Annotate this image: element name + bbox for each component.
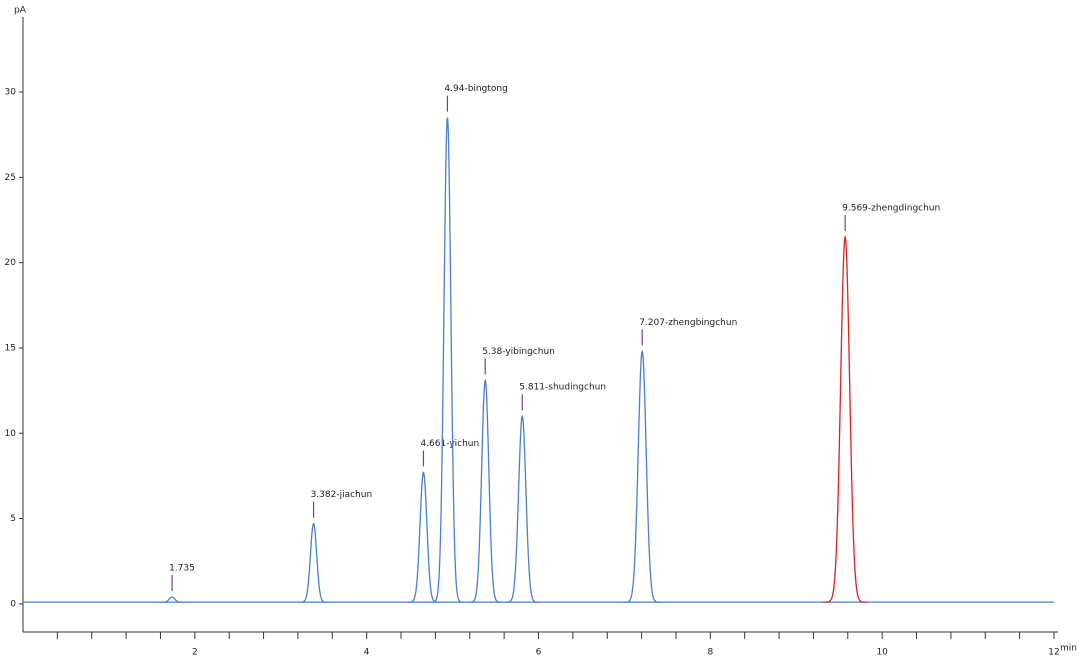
y-tick-label: 15	[5, 343, 16, 353]
x-tick-label: 6	[536, 648, 542, 658]
x-axis-label: min	[1060, 644, 1077, 654]
peak	[297, 522, 330, 603]
peak-label: 4.94-bingtong	[444, 84, 507, 94]
y-tick-label: 20	[5, 258, 17, 268]
peak	[158, 596, 186, 603]
peak-label: 4.661-yichun	[420, 439, 479, 449]
peak-label: 3.382-jiachun	[311, 490, 373, 500]
x-tick-label: 8	[707, 648, 713, 658]
y-tick-label: 5	[10, 514, 16, 524]
peak-label: 5.38-yibingchun	[482, 347, 555, 357]
peak	[622, 349, 662, 603]
y-tick-label: 25	[5, 173, 16, 183]
x-tick-label: 12	[1048, 648, 1059, 658]
y-tick-label: 30	[5, 88, 17, 98]
peak-label: 5.811-shudingchun	[519, 383, 606, 393]
x-tick-label: 2	[192, 648, 198, 658]
peak-label: 1.735	[169, 564, 195, 574]
peak-label: 9.569-zhengdingchun	[842, 204, 940, 214]
peak	[467, 378, 504, 603]
x-tick-label: 10	[876, 648, 888, 658]
y-tick-label: 0	[10, 599, 16, 609]
peak-label: 7.207-zhengbingchun	[639, 318, 737, 328]
peak	[503, 414, 541, 603]
x-tick-label: 4	[364, 648, 370, 658]
peak	[430, 117, 465, 603]
peak	[822, 234, 868, 603]
y-axis-label: pA	[14, 6, 27, 16]
peak	[406, 471, 441, 603]
y-tick-label: 10	[5, 429, 17, 439]
